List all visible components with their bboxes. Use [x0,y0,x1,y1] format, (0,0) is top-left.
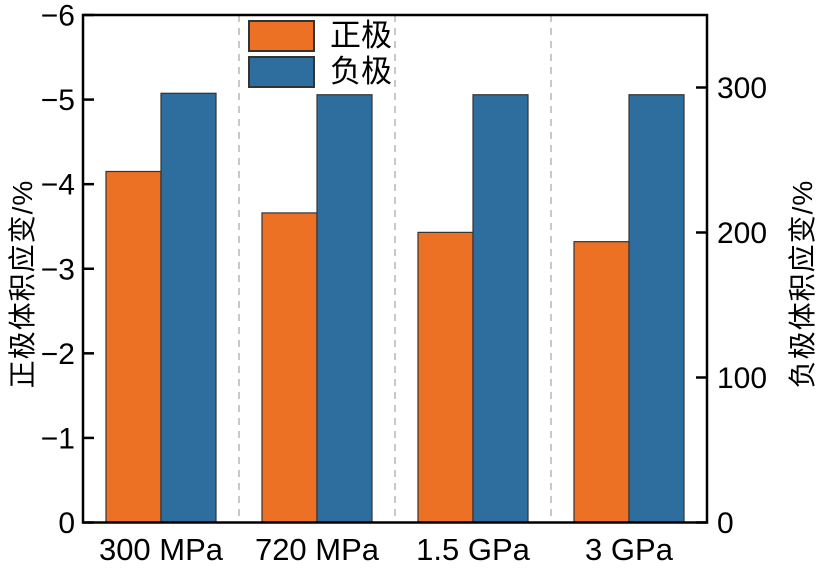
left-tick-label: −6 [41,0,75,33]
left-tick-label: −3 [41,253,75,286]
left-tick-label: −5 [41,84,75,117]
legend-label-positive: 正极 [330,18,392,53]
legend-swatch-negative [248,56,315,88]
positive-bar-3 [573,241,630,524]
positive-bar-0 [105,170,162,524]
left-tick-label: −2 [41,338,75,371]
right-tick-label: 300 [717,72,767,105]
category-label-2: 1.5 GPa [416,532,530,567]
right-tick-label: 200 [717,217,767,250]
category-label-0: 300 MPa [99,532,224,567]
left-tick-label: 0 [58,507,75,540]
right-axis-title: 负极体积应变/% [787,179,818,389]
negative-bar-2 [472,94,529,524]
legend-item-negative: 负极 [248,56,392,88]
right-tick-label: 100 [717,362,767,395]
positive-bar-1 [261,212,318,524]
category-label-1: 720 MPa [255,532,380,567]
legend-label-negative: 负极 [330,54,392,89]
left-tick-label: −4 [41,169,75,202]
negative-bar-1 [316,94,373,524]
negative-bar-0 [160,92,217,524]
legend-item-positive: 正极 [248,20,392,52]
legend: 正极 负极 [248,20,392,88]
legend-swatch-positive [248,20,315,52]
left-tick-label: −1 [41,422,75,455]
right-tick-label: 0 [717,507,734,540]
left-axis-title: 正极体积应变/% [7,179,38,389]
positive-bar-2 [417,231,474,524]
negative-bar-3 [628,94,685,524]
category-label-3: 3 GPa [585,532,674,567]
